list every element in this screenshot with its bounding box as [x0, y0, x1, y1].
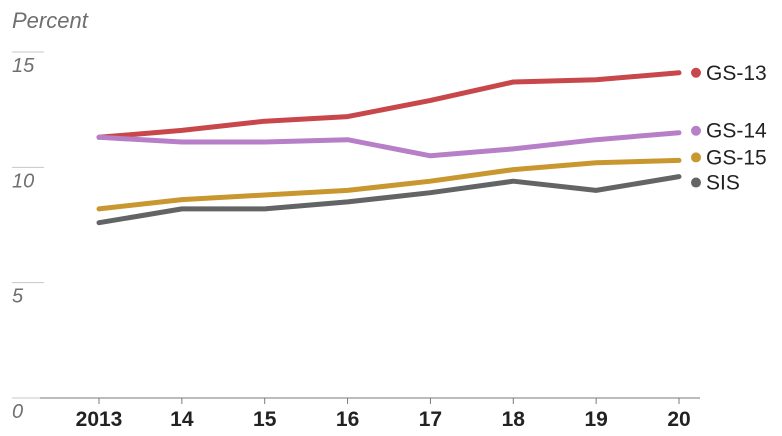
- legend-dot-gs-14: [691, 125, 701, 136]
- series-labels: GS-13 GS-14 GS-15 SIS: [691, 62, 767, 195]
- series-lines: [96, 70, 682, 226]
- series-line-gs-13: [96, 70, 682, 140]
- series-label-gs-13: GS-13: [706, 62, 767, 85]
- series-label-gs-14: GS-14: [706, 120, 767, 143]
- x-tick-label: 14: [170, 408, 194, 431]
- x-tick-label: 15: [253, 408, 277, 431]
- legend-dot-gs-15: [691, 152, 701, 163]
- x-axis: 2013 14 15 16 17 18 19 20: [40, 397, 700, 431]
- x-tick-label: 2013: [76, 408, 123, 431]
- x-tick-label: 18: [502, 408, 526, 431]
- x-tick-label: 20: [667, 408, 690, 431]
- series-line-gs-14: [96, 130, 682, 159]
- y-axis: 0 5 10 15: [12, 51, 44, 423]
- legend-dot-sis: [691, 177, 701, 188]
- series-line-sis: [96, 174, 682, 226]
- y-tick-label: 15: [12, 55, 35, 77]
- x-tick-label: 19: [584, 408, 607, 431]
- legend-dot-gs-13: [691, 67, 701, 78]
- series-line-gs-15: [96, 157, 682, 212]
- y-tick-label: 5: [12, 286, 24, 308]
- x-tick-label: 17: [419, 408, 442, 431]
- y-tick-label: 10: [12, 170, 34, 192]
- y-unit-label: Percent: [12, 8, 89, 33]
- x-tick-label: 16: [336, 408, 359, 431]
- y-tick-label: 0: [12, 401, 23, 423]
- series-label-gs-15: GS-15: [706, 146, 767, 169]
- series-label-sis: SIS: [706, 172, 740, 195]
